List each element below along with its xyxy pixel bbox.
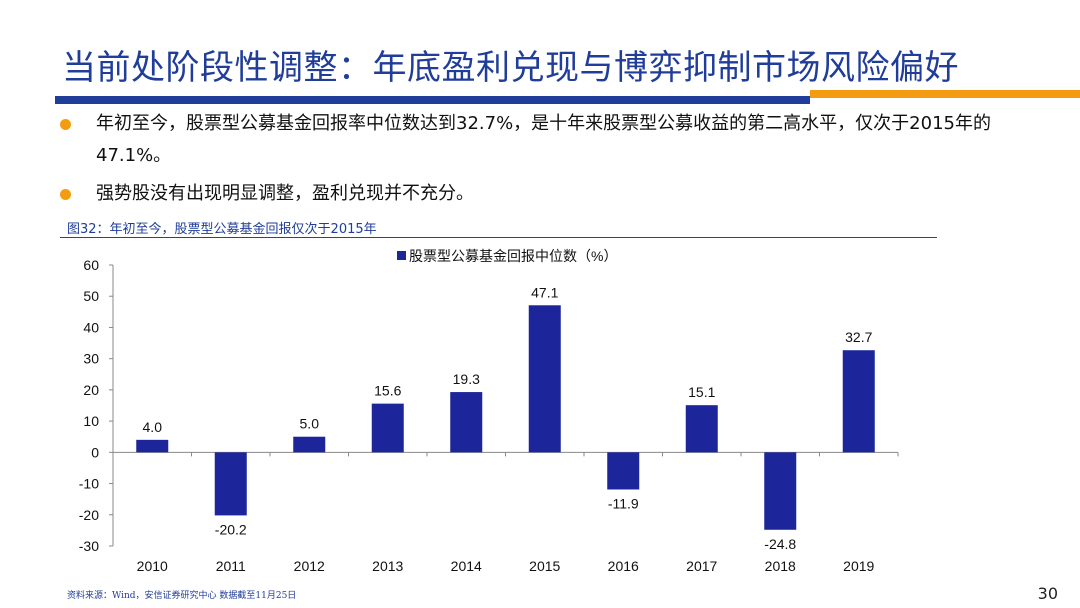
data-label: 32.7 (845, 329, 872, 345)
bar (371, 403, 404, 453)
y-tick-label: -10 (79, 476, 99, 492)
data-label: -24.8 (764, 536, 796, 552)
x-tick-label: 2019 (843, 558, 874, 574)
bullet-dot-icon (60, 189, 71, 200)
title-underline-orange (810, 90, 1080, 98)
legend-swatch (397, 251, 406, 260)
bar (607, 452, 640, 490)
y-tick-label: 20 (83, 382, 99, 398)
bar (842, 350, 875, 453)
bar-chart: 6050403020100-10-20-304.02010-20.220115.… (79, 248, 899, 574)
bullet-item: 强势股没有出现明显调整，盈利兑现并不充分。 (60, 178, 1060, 210)
x-tick-label: 2017 (686, 558, 717, 574)
data-label: 15.1 (688, 384, 715, 400)
bar (528, 305, 561, 453)
bullet-text: 强势股没有出现明显调整，盈利兑现并不充分。 (96, 183, 474, 204)
data-label: 4.0 (143, 419, 163, 435)
data-label: 19.3 (453, 371, 480, 387)
title-underline-blue (55, 96, 810, 104)
x-tick-label: 2018 (765, 558, 796, 574)
y-tick-label: 50 (83, 288, 99, 304)
bar (450, 392, 483, 453)
figure-caption: 图32：年初至今，股票型公募基金回报仅次于2015年 (67, 222, 377, 237)
y-tick-label: 40 (83, 319, 99, 335)
data-label: -11.9 (608, 495, 639, 511)
bullet-list: 年初至今，股票型公募基金回报率中位数达到32.7%，是十年来股票型公募收益的第二… (60, 108, 1060, 210)
page-number: 30 (1037, 584, 1058, 603)
bullet-text: 年初至今，股票型公募基金回报率中位数达到32.7%，是十年来股票型公募收益的第二… (96, 113, 991, 166)
page-title: 当前处阶段性调整：年底盈利兑现与博弈抑制市场风险偏好 (62, 48, 959, 88)
y-tick-label: 0 (91, 444, 99, 460)
bullet-item: 年初至今，股票型公募基金回报率中位数达到32.7%，是十年来股票型公募收益的第二… (60, 108, 1060, 172)
x-tick-label: 2014 (451, 558, 482, 574)
x-tick-label: 2012 (294, 558, 325, 574)
bar (764, 452, 797, 530)
x-tick-label: 2011 (216, 558, 246, 574)
bar (214, 452, 247, 516)
y-tick-label: 60 (83, 257, 99, 273)
bar (685, 405, 718, 453)
data-label: 5.0 (300, 416, 320, 432)
x-tick-label: 2010 (137, 558, 168, 574)
x-tick-label: 2013 (372, 558, 403, 574)
x-tick-label: 2016 (608, 558, 639, 574)
data-label: -20.2 (215, 521, 247, 537)
y-tick-label: 30 (83, 351, 99, 367)
x-tick-label: 2015 (529, 558, 560, 574)
bar (136, 439, 169, 453)
bullet-dot-icon (60, 119, 71, 130)
y-tick-label: -30 (79, 538, 99, 554)
figure-caption-rule (60, 237, 937, 238)
legend-label: 股票型公募基金回报中位数（%） (409, 248, 617, 264)
data-label: 47.1 (531, 284, 558, 300)
data-label: 15.6 (374, 383, 401, 399)
y-tick-label: 10 (83, 413, 99, 429)
source-note: 资料来源：Wind，安信证券研究中心 数据截至11月25日 (67, 591, 297, 601)
y-tick-label: -20 (79, 507, 99, 523)
bar (293, 436, 326, 453)
